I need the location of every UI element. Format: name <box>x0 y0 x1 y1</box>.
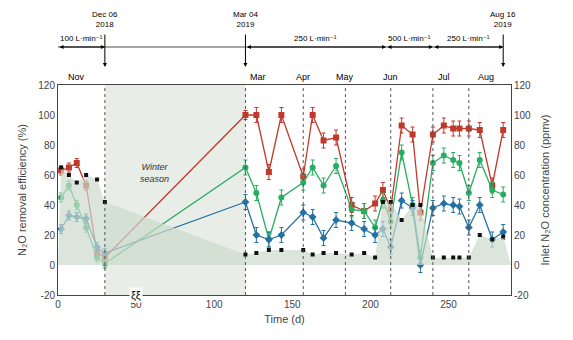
svg-text:0: 0 <box>514 260 520 271</box>
svg-text:Jun: Jun <box>383 72 398 82</box>
svg-text:100: 100 <box>38 110 55 121</box>
svg-text:250: 250 <box>440 299 457 310</box>
svg-text:60: 60 <box>514 170 526 181</box>
svg-text:-20: -20 <box>41 290 56 301</box>
svg-text:120: 120 <box>38 80 55 91</box>
svg-text:Mar: Mar <box>250 72 266 82</box>
svg-text:May: May <box>336 72 354 82</box>
svg-text:Aug: Aug <box>478 72 494 82</box>
svg-text:60: 60 <box>44 170 56 181</box>
svg-text:100: 100 <box>514 110 531 121</box>
svg-text:20: 20 <box>44 230 56 241</box>
svg-text:0: 0 <box>55 299 61 310</box>
svg-text:-20: -20 <box>514 290 529 301</box>
svg-text:250 L·min⁻¹: 250 L·min⁻¹ <box>447 34 490 43</box>
svg-text:500 L·min⁻¹: 500 L·min⁻¹ <box>388 34 431 43</box>
svg-text:Winterseason: Winterseason <box>140 162 169 184</box>
svg-text:Time (d): Time (d) <box>264 313 305 325</box>
svg-text:40: 40 <box>514 200 526 211</box>
svg-text:120: 120 <box>514 80 531 91</box>
svg-text:N₂O removal efficiency (%): N₂O removal efficiency (%) <box>16 124 28 256</box>
svg-text:Mar 042019: Mar 042019 <box>233 10 258 29</box>
svg-text:50: 50 <box>131 299 143 310</box>
svg-text:80: 80 <box>44 140 56 151</box>
svg-text:100: 100 <box>206 299 223 310</box>
svg-text:Dec 062018: Dec 062018 <box>92 10 118 29</box>
svg-text:0: 0 <box>49 260 55 271</box>
svg-text:ξξ: ξξ <box>131 289 141 301</box>
svg-text:Nov: Nov <box>68 72 85 82</box>
svg-text:150: 150 <box>284 299 301 310</box>
svg-text:Aug 162019: Aug 162019 <box>490 10 516 29</box>
svg-text:Inlet N₂O concentration (ppmv): Inlet N₂O concentration (ppmv) <box>539 115 551 266</box>
svg-text:Apr: Apr <box>296 72 310 82</box>
svg-text:40: 40 <box>44 200 56 211</box>
svg-text:20: 20 <box>514 230 526 241</box>
svg-text:80: 80 <box>514 140 526 151</box>
svg-text:Jul: Jul <box>438 72 450 82</box>
svg-text:200: 200 <box>362 299 379 310</box>
svg-text:250 L·min⁻¹: 250 L·min⁻¹ <box>294 34 337 43</box>
svg-text:100 L·min⁻¹: 100 L·min⁻¹ <box>60 34 103 43</box>
